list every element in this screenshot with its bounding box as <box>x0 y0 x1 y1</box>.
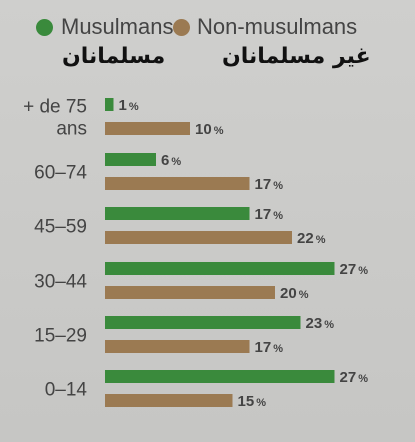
bar-non-muslims <box>105 340 250 353</box>
category-label: 0–14 <box>45 380 88 401</box>
arabic-label-non-muslims: غیر مسلمانان <box>222 44 371 69</box>
data-label: 6% <box>161 152 181 169</box>
bar-muslims <box>105 98 114 111</box>
category-label: 45–59 <box>34 217 87 238</box>
bar-non-muslims <box>105 122 190 135</box>
bar-non-muslims <box>105 394 233 407</box>
bar-muslims <box>105 207 250 220</box>
bar-non-muslims <box>105 177 250 190</box>
legend-swatch-non-muslims <box>173 19 190 36</box>
data-label: 27% <box>340 261 369 278</box>
bar-muslims <box>105 370 335 383</box>
data-label: 10% <box>195 121 224 138</box>
data-label: 1% <box>119 97 139 114</box>
data-label: 17% <box>255 206 284 223</box>
bar-muslims <box>105 316 301 329</box>
bar-muslims <box>105 262 335 275</box>
data-label: 17% <box>255 339 284 356</box>
category-label: 30–44 <box>34 272 87 293</box>
category-label: 15–29 <box>34 326 87 347</box>
category-label: 60–74 <box>34 163 87 184</box>
legend-label-muslims: Musulmans <box>61 14 174 39</box>
arabic-label-muslims: مسلمانان <box>62 44 166 69</box>
data-label: 15% <box>238 393 267 410</box>
bar-muslims <box>105 153 156 166</box>
data-label: 17% <box>255 176 284 193</box>
data-label: 20% <box>280 285 309 302</box>
data-label: 23% <box>306 315 335 332</box>
legend-swatch-muslims <box>36 19 53 36</box>
bar-non-muslims <box>105 231 292 244</box>
legend: Musulmans Non-musulmans مسلمانان غیر مسل… <box>0 0 415 80</box>
bar-non-muslims <box>105 286 275 299</box>
data-label: 27% <box>340 369 369 386</box>
category-label: + de 75 ans <box>23 97 87 140</box>
data-label: 22% <box>297 230 326 247</box>
legend-label-non-muslims: Non-musulmans <box>197 14 358 39</box>
